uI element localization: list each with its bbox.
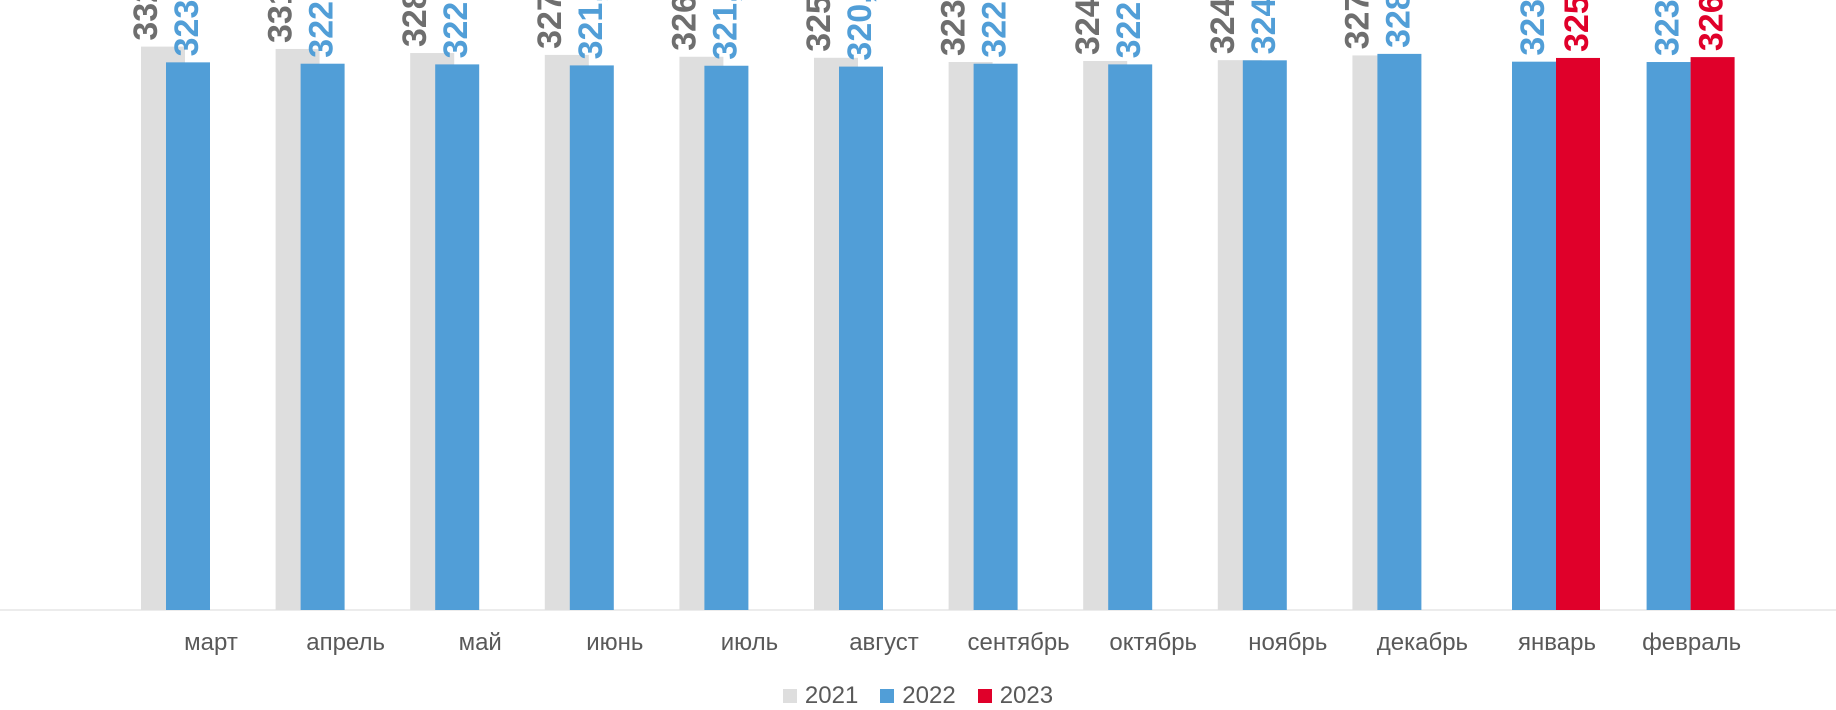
x-tick-label: август xyxy=(849,629,919,656)
x-tick-label: сентябрь xyxy=(968,629,1070,656)
data-label-2022-8: 324,4 xyxy=(1245,0,1283,54)
data-labels-group: 332,5323,2331,1322,4328,7322,0327,6321,4… xyxy=(127,0,1731,61)
legend-label: 2023 xyxy=(999,682,1054,709)
data-label-2022-9: 328,2 xyxy=(1379,0,1417,48)
data-label-2021-4: 326,5 xyxy=(665,0,703,51)
data-label-2022-1: 322,4 xyxy=(303,0,341,58)
data-label-2021-2: 328,7 xyxy=(396,0,434,47)
x-tick-label: декабрь xyxy=(1377,629,1468,656)
bar-2022-7 xyxy=(1108,64,1153,610)
data-label-2022-5: 320,7 xyxy=(841,0,879,61)
x-tick-label: май xyxy=(459,629,502,656)
x-tick-label: октябрь xyxy=(1109,629,1197,656)
bars-group xyxy=(141,46,1735,611)
legend-label: 2021 xyxy=(804,682,859,709)
bar-2022-9 xyxy=(1377,53,1422,610)
legend-item-2021: 2021 xyxy=(782,682,859,710)
x-tick-label: ноябрь xyxy=(1248,629,1327,656)
legend: 2021 2022 2023 xyxy=(0,682,1836,710)
bar-2022-1 xyxy=(300,63,345,610)
data-label-2021-3: 327,6 xyxy=(531,0,569,49)
data-label-2023-10: 325,8 xyxy=(1558,0,1596,52)
x-tick-label: июль xyxy=(721,629,778,656)
data-label-2022-0: 323,2 xyxy=(168,0,206,56)
bar-2022-11 xyxy=(1646,62,1691,611)
data-label-2022-4: 321,2 xyxy=(706,0,744,60)
bar-2022-4 xyxy=(704,65,749,610)
x-tick-label: июнь xyxy=(586,629,643,656)
x-tick-label: апрель xyxy=(306,629,385,656)
bar-2022-8 xyxy=(1242,60,1287,611)
legend-item-2023: 2023 xyxy=(977,682,1054,710)
legend-item-2022: 2022 xyxy=(880,682,956,710)
data-label-2021-8: 324,5 xyxy=(1204,0,1242,54)
data-label-2022-2: 322,0 xyxy=(437,0,475,58)
data-label-2022-10: 323,6 xyxy=(1514,0,1552,56)
data-label-2021-6: 323,4 xyxy=(935,0,973,56)
bar-2023-11 xyxy=(1690,57,1735,610)
data-label-2021-9: 327,3 xyxy=(1338,0,1376,49)
data-label-2021-0: 332,5 xyxy=(127,0,165,41)
legend-swatch xyxy=(782,689,797,703)
legend-swatch xyxy=(977,689,992,703)
data-label-2021-7: 324,0 xyxy=(1069,0,1107,55)
legend-label: 2022 xyxy=(902,682,956,709)
data-label-2021-5: 325,9 xyxy=(800,0,838,52)
x-tick-label: март xyxy=(184,629,238,656)
bar-2022-6 xyxy=(973,63,1018,610)
bar-2022-0 xyxy=(166,62,210,611)
data-label-2022-6: 322,4 xyxy=(976,0,1014,58)
x-tick-label: январь xyxy=(1518,629,1596,656)
bar-2022-3 xyxy=(569,65,614,610)
data-label-2021-1: 331,1 xyxy=(262,0,300,43)
data-label-2022-7: 322,0 xyxy=(1110,0,1148,58)
x-tick-labels-group: март апрель май июнь июль август сентябрь октяб… xyxy=(184,629,1741,656)
data-label-2022-11: 323,4 xyxy=(1649,0,1687,56)
data-label-2022-3: 321,4 xyxy=(572,0,610,59)
data-label-2023-11: 326,3 xyxy=(1693,0,1731,51)
x-tick-label: февраль xyxy=(1642,629,1741,656)
bar-2023-10 xyxy=(1556,57,1600,610)
bar-2022-5 xyxy=(839,66,883,610)
bar-2022-10 xyxy=(1512,61,1556,610)
legend-swatch xyxy=(880,689,895,703)
bar-2022-2 xyxy=(435,64,480,610)
